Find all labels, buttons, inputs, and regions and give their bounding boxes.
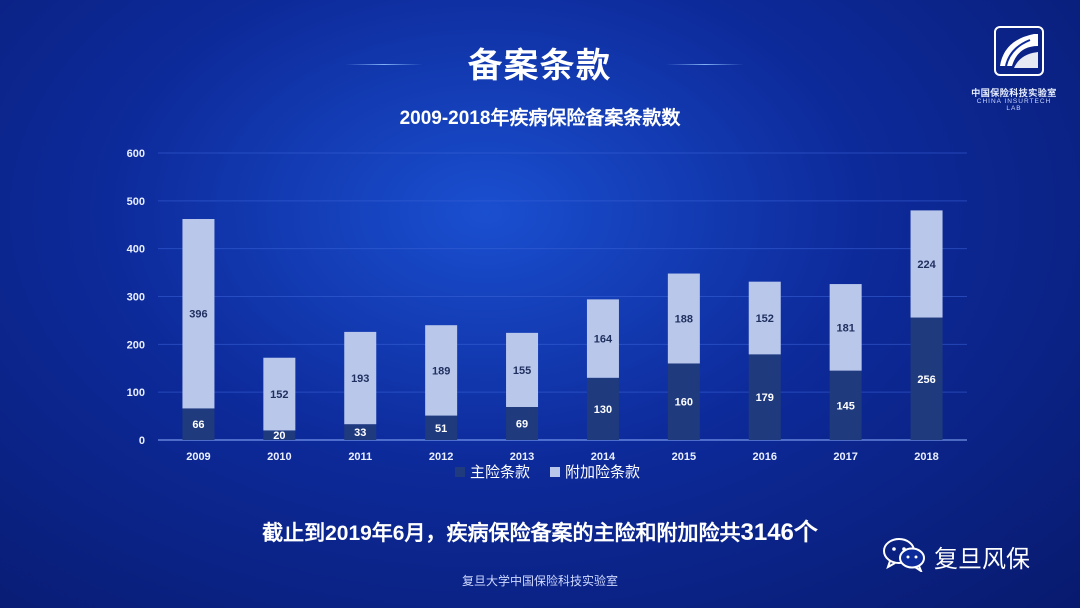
data-label-rider: 188: [675, 314, 693, 326]
page-title: 备案条款: [468, 47, 612, 85]
data-label-main: 20: [273, 430, 285, 442]
bar-rider: [667, 273, 700, 364]
bar-main: [506, 406, 539, 440]
title-line-right: [666, 64, 744, 65]
data-label-main: 256: [917, 374, 935, 386]
footnote: 截止到2019年6月，疾病保险备案的主险和附加险共3146个: [0, 512, 1080, 547]
x-tick-label: 2010: [267, 451, 291, 463]
bar-main: [910, 317, 943, 440]
data-label-rider: 164: [594, 334, 613, 346]
legend-swatch-main: [455, 467, 465, 477]
data-label-rider: 152: [756, 313, 774, 325]
data-label-rider: 224: [917, 259, 936, 271]
data-label-rider: 189: [432, 365, 450, 377]
bar-main: [344, 424, 377, 440]
bar-rider: [344, 331, 377, 425]
bar-main: [748, 354, 781, 440]
legend-swatch-rider: [550, 467, 560, 477]
data-label-rider: 152: [270, 389, 288, 401]
bar-main: [667, 363, 700, 440]
stacked-bar-chart: 0 100 200 300 400 500 600 66 396 2009 20 152 2010 33 1…: [126, 148, 967, 481]
bar-rider: [829, 284, 862, 371]
bar-rider: [748, 281, 781, 355]
logo-name-en: CHINA INSURTECH LAB: [976, 98, 1052, 112]
data-label-main: 145: [836, 400, 854, 412]
logo-name-cn: 中国保险科技实验室: [971, 88, 1057, 98]
footnote-total: 3146个: [740, 519, 818, 546]
y-tick-label: 600: [127, 148, 145, 160]
lab-logo-icon: [994, 26, 1044, 76]
data-label-rider: 181: [836, 322, 854, 334]
x-tick-label: 2016: [753, 451, 777, 463]
data-label-rider: 396: [189, 309, 207, 321]
data-label-main: 33: [354, 427, 366, 439]
x-tick-label: 2014: [591, 451, 616, 463]
wechat-account-name: 复旦风保: [934, 545, 1030, 573]
data-label-main: 130: [594, 404, 612, 416]
bar-main: [182, 408, 215, 440]
data-label-main: 66: [192, 419, 204, 431]
data-label-main: 69: [516, 418, 528, 430]
bar-main: [263, 430, 296, 440]
data-label-rider: 155: [513, 365, 531, 377]
footnote-text: 截止到2019年6月，疾病保险备案的主险和附加险共: [262, 522, 741, 545]
legend-label-main: 主险条款: [470, 464, 530, 481]
y-tick-label: 0: [139, 435, 145, 447]
x-tick-label: 2013: [510, 451, 534, 463]
bar-rider: [263, 357, 296, 431]
source-text: 复旦大学中国保险科技实验室: [461, 574, 618, 588]
bar-rider: [586, 299, 619, 378]
wechat-account: 复旦风保: [882, 536, 1030, 577]
wechat-icon: [882, 536, 926, 577]
x-tick-label: 2017: [833, 451, 857, 463]
y-tick-label: 200: [127, 339, 145, 351]
bar-main: [829, 370, 862, 440]
data-label-main: 51: [435, 423, 447, 435]
bar-rider: [910, 210, 943, 318]
bar-main: [586, 377, 619, 440]
x-tick-label: 2015: [672, 451, 696, 463]
data-label-main: 179: [756, 392, 774, 404]
chart-title: 2009-2018年疾病保险备案条款数: [399, 108, 681, 129]
y-tick-label: 100: [127, 387, 145, 399]
bar-rider: [425, 325, 458, 416]
data-label-rider: 193: [351, 373, 369, 385]
x-tick-label: 2012: [429, 451, 453, 463]
title-line-left: [345, 64, 423, 65]
x-tick-label: 2018: [914, 451, 938, 463]
legend-label-rider: 附加险条款: [565, 464, 640, 481]
data-label-main: 160: [675, 397, 693, 409]
bar-rider: [506, 332, 539, 407]
bar-rider: [182, 219, 215, 409]
y-tick-label: 500: [127, 196, 145, 208]
y-tick-label: 300: [127, 292, 145, 304]
x-tick-label: 2009: [186, 451, 210, 463]
x-tick-label: 2011: [348, 451, 372, 463]
bar-main: [425, 415, 458, 440]
y-tick-label: 400: [127, 244, 145, 256]
